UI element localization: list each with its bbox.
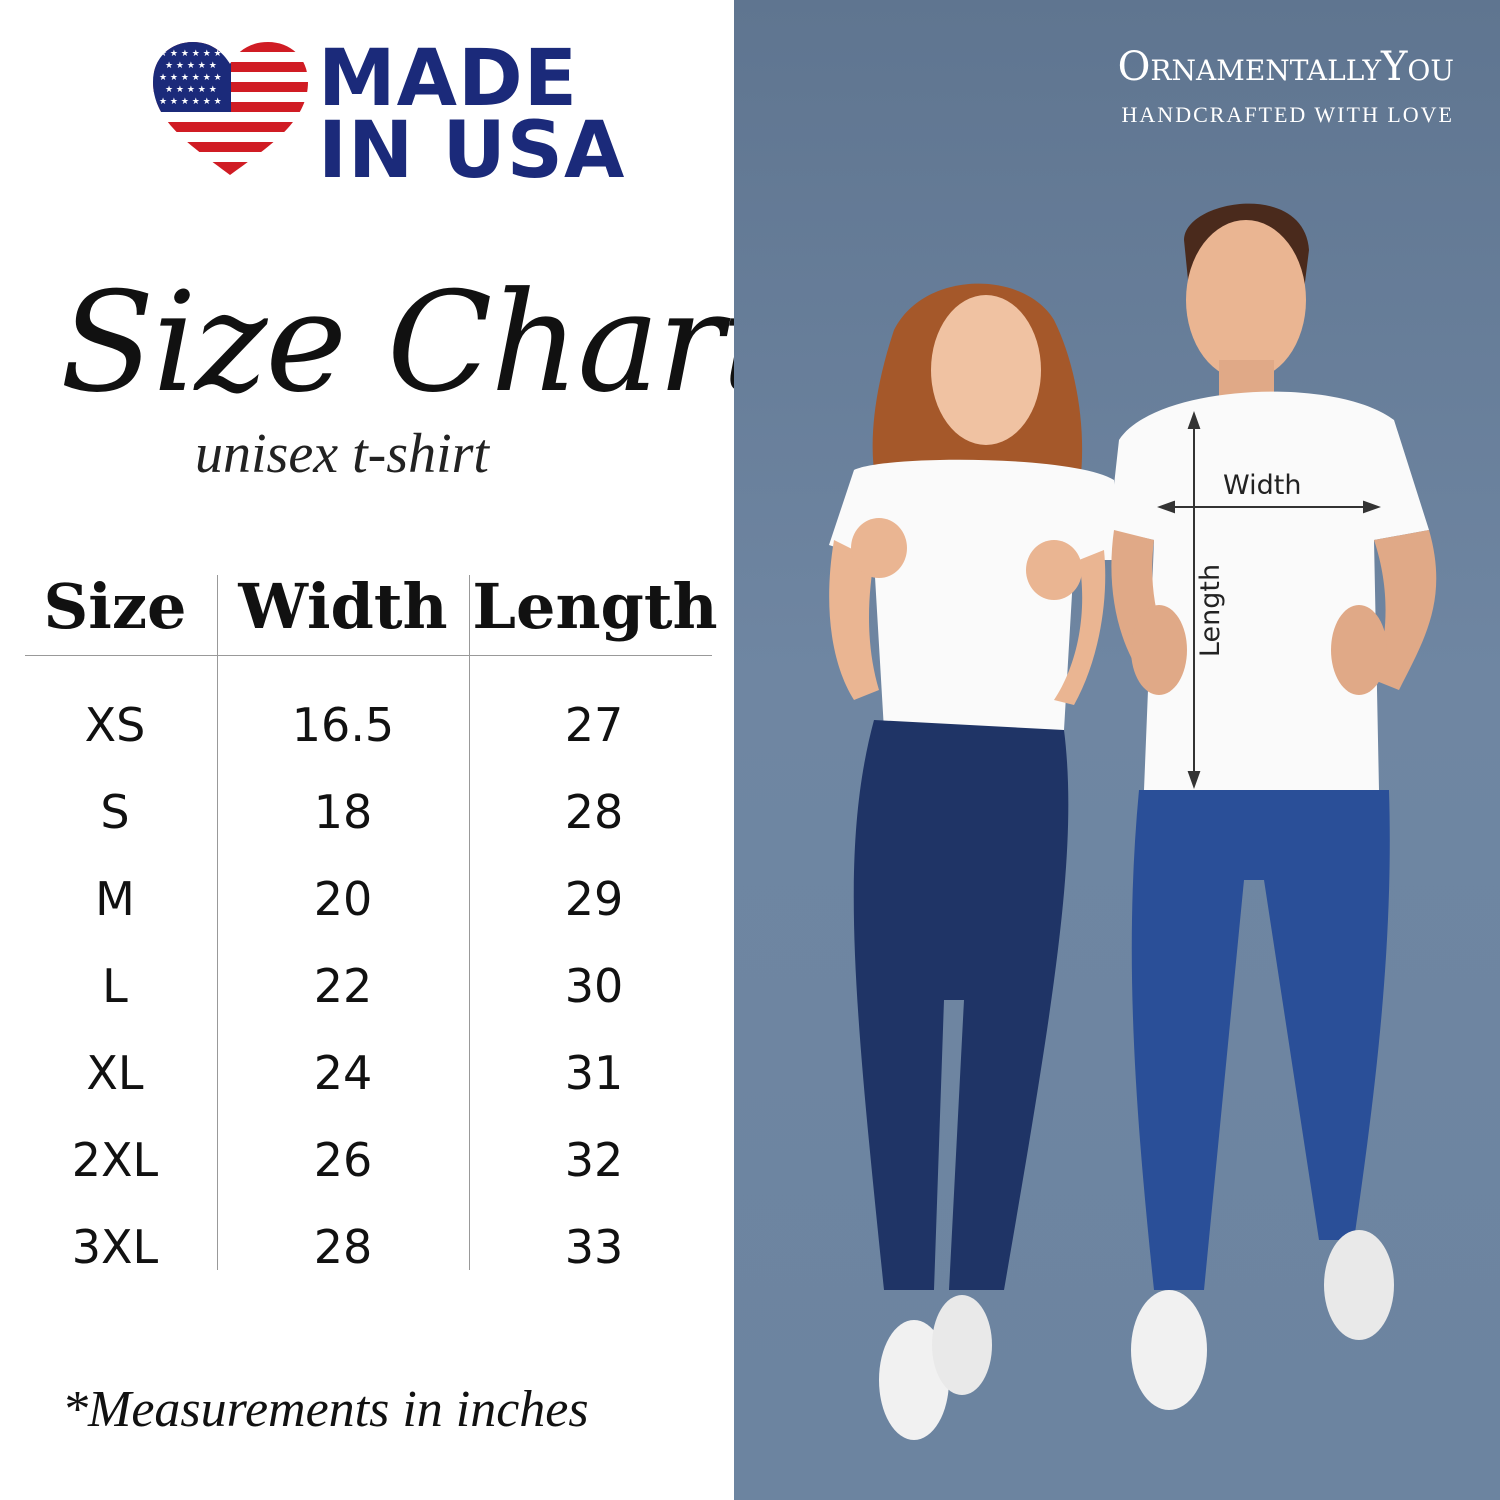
models-photo: OrnamentallyYou HANDCRAFTED WITH LOVE [734,0,1500,1500]
width-cell: 16.5 [291,698,395,752]
page-title: Size Chart [60,262,777,423]
length-cell: 33 [564,1220,624,1274]
header-divider [25,655,712,656]
header-length: Length [472,570,718,643]
size-cell: XS [84,698,146,752]
header-size: Size [43,570,187,643]
width-cell: 28 [313,1220,373,1274]
size-cell: S [100,785,130,839]
size-cell: 3XL [71,1220,159,1274]
length-cell: 31 [564,1046,624,1100]
size-cell: L [102,959,128,1013]
woman-figure [829,283,1119,1440]
length-cell: 27 [564,698,624,752]
width-cell: 20 [313,872,373,926]
length-cell: 32 [564,1133,624,1187]
column-divider [469,575,470,1270]
width-cell: 22 [313,959,373,1013]
svg-text:★ ★ ★ ★ ★ ★: ★ ★ ★ ★ ★ ★ [159,73,222,83]
width-label: Width [1223,470,1302,501]
size-cell: M [95,872,135,926]
width-cell: 24 [313,1046,373,1100]
svg-text:★ ★ ★ ★ ★ ★: ★ ★ ★ ★ ★ ★ [159,49,222,59]
width-cell: 18 [313,785,373,839]
header-width: Width [238,570,448,643]
width-arrow [1157,500,1381,514]
svg-text:★ ★ ★ ★ ★ ★: ★ ★ ★ ★ ★ ★ [159,97,222,107]
svg-text:★ ★ ★ ★ ★: ★ ★ ★ ★ ★ [165,85,217,95]
length-cell: 29 [564,872,624,926]
usa-flag-heart-icon: ★ ★ ★ ★ ★ ★ ★ ★ ★ ★ ★ ★ ★ ★ ★ ★ ★ ★ ★ ★ ★ ★… [153,42,308,175]
size-cell: 2XL [71,1133,159,1187]
length-cell: 30 [564,959,624,1013]
column-divider [217,575,218,1270]
length-cell: 28 [564,785,624,839]
length-label: Length [1195,563,1227,658]
svg-text:★ ★ ★ ★ ★: ★ ★ ★ ★ ★ [165,61,217,71]
size-cell: XL [86,1046,144,1100]
made-text: MADE [318,34,579,124]
footnote: *Measurements in inches [62,1381,589,1438]
width-cell: 26 [313,1133,373,1187]
in-usa-text: IN USA [318,106,626,196]
brand-logo: OrnamentallyYou [1117,44,1454,90]
length-arrow [1187,411,1201,789]
subtitle: unisex t-shirt [195,423,489,485]
models-illustration [829,203,1437,1440]
man-figure [1109,203,1437,1410]
size-chart-panel: ★ ★ ★ ★ ★ ★ ★ ★ ★ ★ ★ ★ ★ ★ ★ ★ ★ ★ ★ ★ ★ ★… [0,0,777,1500]
brand-tagline: HANDCRAFTED WITH LOVE [1121,102,1454,127]
